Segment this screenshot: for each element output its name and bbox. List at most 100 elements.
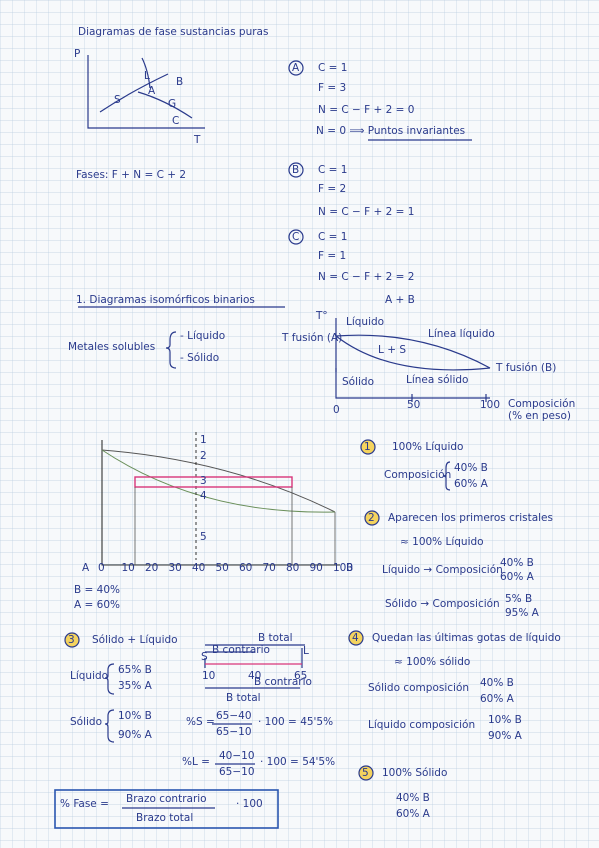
note-text: 65% B: [118, 664, 152, 676]
note-text: Sólido: [70, 716, 102, 728]
axis-label: 50: [216, 562, 229, 574]
axis-label: 100: [333, 562, 353, 574]
step-circle: [364, 510, 380, 526]
note-text: · 100: [236, 798, 263, 810]
note-text: A + B: [385, 294, 415, 306]
drawings: [54, 55, 491, 829]
note-text: B: [176, 76, 183, 88]
note-text: Sólido → Composición: [385, 598, 500, 610]
note-text: Composición: [384, 469, 451, 481]
note-text: 100% Sólido: [382, 767, 447, 779]
note-text: 1. Diagramas isomórficos binarios: [76, 294, 255, 306]
note-text: 90% A: [118, 729, 153, 741]
lever-arrows: [204, 644, 305, 668]
note-text: 60% A: [500, 571, 535, 583]
note-text: C: [172, 115, 179, 127]
note-text: Sólido: [342, 376, 374, 388]
note-text: 10% B: [118, 710, 152, 722]
axis-label: 10: [122, 562, 135, 574]
axis-label: 70: [263, 562, 276, 574]
note-text: Composición: [508, 398, 575, 410]
note-text: 3: [200, 475, 207, 487]
note-text: F = 1: [318, 250, 346, 262]
note-text: Sólido composición: [368, 682, 469, 694]
note-text: ≈ 100% sólido: [394, 656, 470, 668]
note-text: 5% B: [505, 593, 532, 605]
formula-box: [54, 789, 279, 829]
page-title: Diagramas de fase sustancias puras: [78, 26, 268, 38]
solidus: [335, 335, 491, 371]
axis-label: 90: [310, 562, 323, 574]
note-text: Quedan las últimas gotas de líquido: [372, 632, 561, 644]
note-text: 35% A: [118, 680, 153, 692]
note-text: 65: [294, 670, 307, 682]
step-circle: [348, 630, 364, 646]
note-text: 65−40: [216, 710, 252, 722]
note-text: N = C − F + 2 = 2: [318, 271, 414, 283]
axis-label: 60: [239, 562, 252, 574]
note-text: F = 3: [318, 82, 346, 94]
guides: [134, 487, 336, 565]
note-text: 40% B: [396, 792, 430, 804]
note-text: 5: [362, 767, 369, 779]
step-circle: [358, 765, 374, 781]
note-text: - Líquido: [180, 330, 225, 342]
note-text: Líquido: [70, 670, 108, 682]
note-text: 2: [200, 450, 207, 462]
note-text: 100: [480, 399, 500, 411]
axis-label: 0: [98, 562, 105, 574]
note-text: A: [82, 562, 90, 574]
note-text: B total: [258, 632, 293, 644]
note-text: Fases: F + N = C + 2: [76, 169, 186, 181]
note-text: - Sólido: [180, 352, 219, 364]
note-text: 100% Líquido: [392, 441, 463, 453]
note-text: N = 0 ⟹ Puntos invariantes: [316, 125, 465, 137]
note-text: A: [292, 62, 300, 74]
tie-line: [134, 476, 293, 488]
note-text: 60% A: [454, 478, 489, 490]
note-text: % Fase =: [60, 798, 109, 810]
note-text: N = C − F + 2 = 0: [318, 104, 414, 116]
step-circle: [64, 632, 80, 648]
axes: [335, 318, 490, 399]
note-text: 4: [352, 632, 359, 644]
note-text: 3: [68, 634, 75, 646]
note-text: ≈ 100% Líquido: [400, 536, 484, 548]
note-text: 1: [200, 434, 207, 446]
note-text: 90% A: [488, 730, 523, 742]
step-circle: [360, 439, 376, 455]
note-text: (% en peso): [508, 410, 571, 422]
note-text: 2: [368, 512, 375, 524]
note-text: 40−10: [219, 750, 255, 762]
note-text: 65−10: [216, 726, 252, 738]
note-text: 40% B: [500, 557, 534, 569]
note-text: C = 1: [318, 231, 348, 243]
note-text: B contrario: [254, 676, 312, 688]
note-text: 1: [364, 441, 371, 453]
marker-circle: [288, 162, 304, 178]
note-text: 60% A: [480, 693, 515, 705]
note-text: F = 2: [318, 183, 346, 195]
marker-circle: [288, 229, 304, 245]
note-text: 60% A: [396, 808, 431, 820]
note-text: 4: [200, 490, 207, 502]
note-text: S: [201, 651, 208, 663]
note-text: 10: [202, 670, 215, 682]
note-text: C = 1: [318, 62, 348, 74]
note-text: B contrario: [212, 644, 270, 656]
brace: [165, 331, 177, 369]
note-text: 40: [248, 670, 261, 682]
note-text: T°: [315, 310, 328, 322]
note-text: P: [74, 48, 80, 60]
curve: [141, 57, 151, 89]
liquidus: [101, 449, 336, 513]
note-text: B total: [226, 692, 261, 704]
note-text: 40% B: [454, 462, 488, 474]
note-text: %L =: [182, 756, 210, 768]
note-text: Líquido: [346, 316, 384, 328]
note-text: C = 1: [318, 164, 348, 176]
note-text: 50: [407, 399, 420, 411]
note-text: 0: [333, 404, 340, 416]
axis-label: 80: [286, 562, 299, 574]
curve: [137, 91, 193, 119]
